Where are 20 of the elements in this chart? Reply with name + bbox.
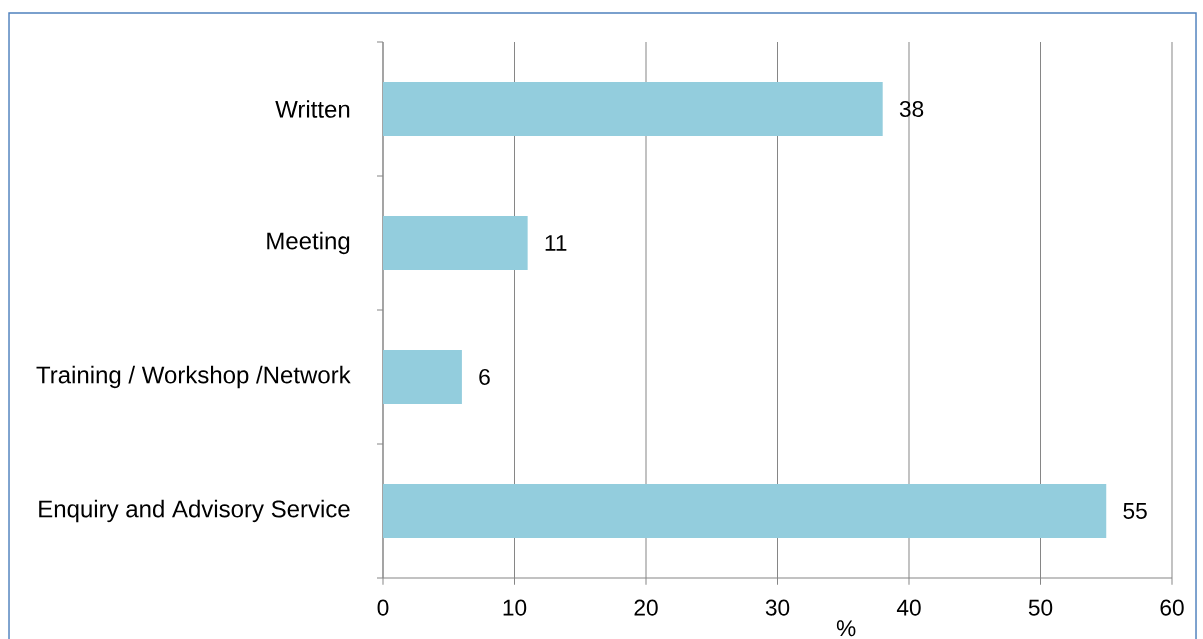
bar — [383, 216, 528, 270]
y-tick-label: Meeting — [267, 231, 350, 255]
x-axis-title: % — [836, 620, 856, 637]
data-label: 11 — [545, 235, 567, 251]
data-label: 6 — [479, 368, 490, 386]
x-tick-label: 10 — [503, 599, 527, 616]
x-tick-label: 30 — [765, 599, 790, 616]
data-label: 38 — [899, 100, 924, 118]
x-tick-label: 20 — [634, 599, 658, 616]
y-tick-label: Written — [275, 100, 350, 118]
x-tick-label: 50 — [1028, 599, 1053, 616]
bar — [383, 82, 883, 136]
bar — [383, 484, 1107, 538]
x-tick-label: 40 — [896, 599, 921, 616]
x-tick-label: 60 — [1160, 599, 1184, 616]
y-tick-label: Enquiry and Advisory Service — [39, 499, 350, 523]
bar — [383, 350, 462, 404]
y-tick-label: Training / Workshop /Network — [36, 365, 351, 389]
x-tick-label: 0 — [377, 599, 389, 616]
data-label: 55 — [1123, 503, 1147, 519]
